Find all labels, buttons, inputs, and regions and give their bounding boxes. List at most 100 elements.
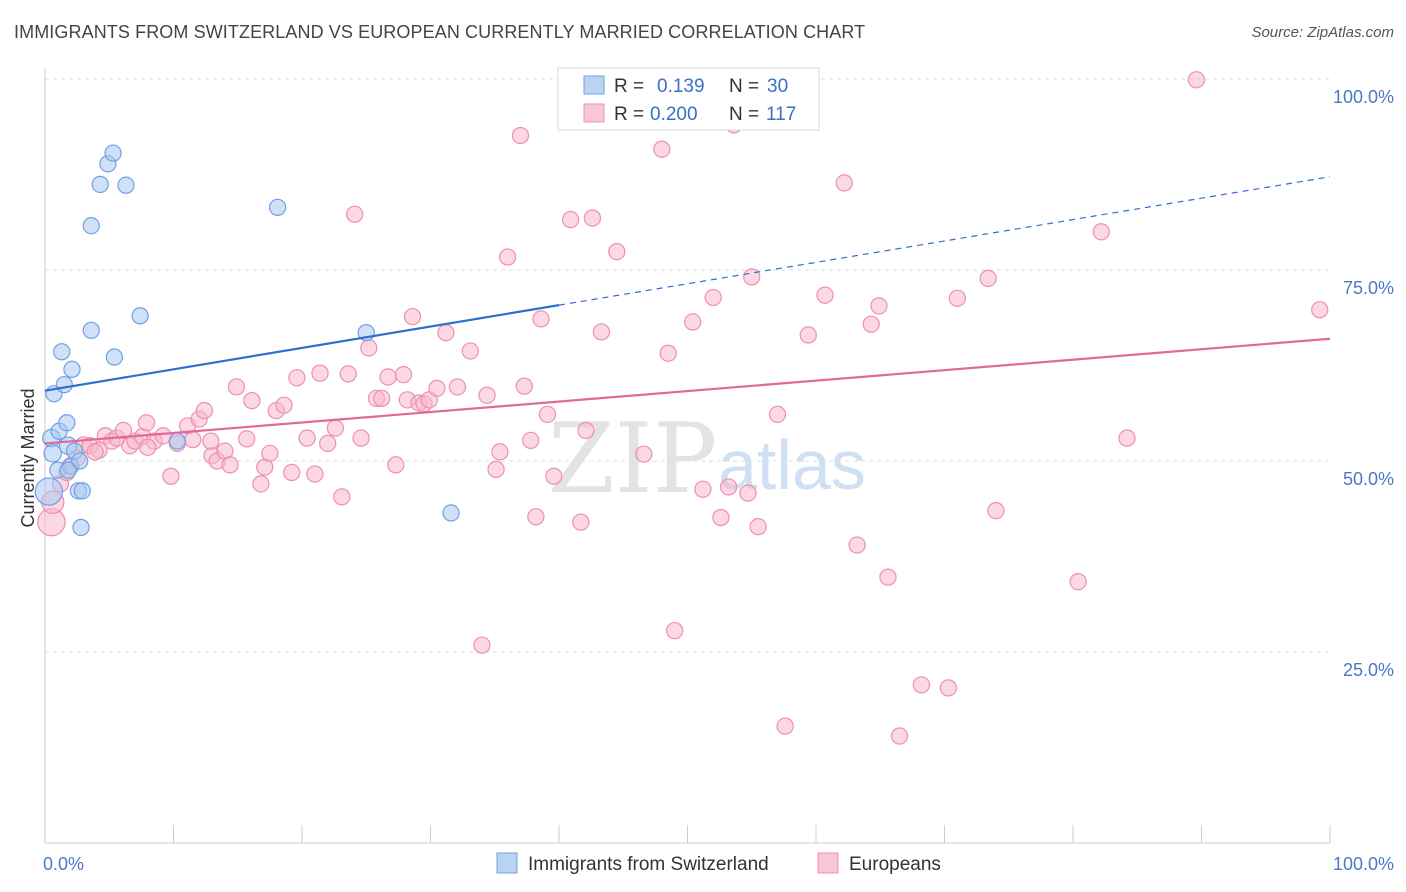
point-europeans-39 xyxy=(288,369,306,387)
bottom-legend-swatch-switzerland xyxy=(496,852,518,874)
point-europeans-83 xyxy=(653,140,671,158)
point-europeans-85 xyxy=(683,313,702,331)
point-europeans-80 xyxy=(592,323,611,341)
point-switzerland-19 xyxy=(82,321,100,340)
y-tick-label-3: 75.0% xyxy=(1343,278,1394,298)
point-europeans-104 xyxy=(912,676,931,694)
point-europeans-51 xyxy=(373,389,391,408)
point-europeans-70 xyxy=(515,377,533,395)
series-europeans-points xyxy=(37,71,1329,745)
point-europeans-79 xyxy=(583,209,602,227)
point-europeans-86 xyxy=(694,480,712,498)
point-europeans-113 xyxy=(1311,301,1329,319)
point-europeans-66 xyxy=(487,460,505,479)
point-europeans-53 xyxy=(387,456,405,474)
point-europeans-37 xyxy=(275,396,293,414)
point-europeans-20 xyxy=(162,467,180,485)
point-europeans-45 xyxy=(333,488,351,506)
point-europeans-38 xyxy=(283,463,301,482)
grid-lines xyxy=(45,78,1330,653)
chart-title: IMMIGRANTS FROM SWITZERLAND VS EUROPEAN … xyxy=(14,22,866,42)
point-europeans-41 xyxy=(306,465,324,483)
point-europeans-31 xyxy=(238,430,256,448)
point-europeans-62 xyxy=(448,378,467,396)
legend-n-value-2: 117 xyxy=(766,104,796,125)
point-europeans-99 xyxy=(848,536,866,554)
point-europeans-65 xyxy=(478,386,496,404)
legend-r-label-1: R = xyxy=(614,76,644,97)
point-europeans-101 xyxy=(870,297,888,315)
point-europeans-29 xyxy=(221,456,239,474)
point-switzerland-26 xyxy=(168,432,187,450)
y-tick-label-1: 25.0% xyxy=(1343,660,1394,680)
point-europeans-84 xyxy=(665,621,684,640)
point-europeans-30 xyxy=(227,378,246,396)
point-switzerland-24 xyxy=(117,176,135,194)
point-switzerland-20 xyxy=(91,175,109,194)
point-switzerland-25 xyxy=(131,307,149,325)
point-europeans-64 xyxy=(473,636,491,654)
series-switzerland-points xyxy=(34,144,460,537)
point-switzerland-15 xyxy=(71,452,89,470)
legend-r-value-1: 0.139 xyxy=(657,76,705,97)
bottom-legend-label-europeans: Europeans xyxy=(849,854,941,875)
legend-swatch-europeans xyxy=(583,103,605,123)
point-europeans-60 xyxy=(428,379,446,398)
point-switzerland-7 xyxy=(53,343,71,361)
legend-n-label-1: N = xyxy=(729,76,759,97)
point-europeans-46 xyxy=(339,365,357,383)
point-europeans-96 xyxy=(799,326,817,344)
point-europeans-49 xyxy=(360,339,378,357)
point-switzerland-27 xyxy=(268,198,287,217)
point-europeans-69 xyxy=(511,126,530,145)
point-europeans-89 xyxy=(719,478,738,496)
point-europeans-63 xyxy=(461,342,479,360)
point-europeans-92 xyxy=(743,268,761,286)
x-tick-label-2: 100.0% xyxy=(1333,854,1394,874)
point-europeans-82 xyxy=(635,445,653,463)
point-europeans-93 xyxy=(749,518,767,536)
y-tick-label-2: 50.0% xyxy=(1343,469,1394,489)
point-europeans-103 xyxy=(890,727,909,745)
point-europeans-44 xyxy=(326,419,345,437)
point-europeans-97 xyxy=(816,286,834,304)
point-europeans-91 xyxy=(739,484,757,502)
point-europeans-114 xyxy=(659,344,677,362)
point-europeans-117 xyxy=(139,438,157,456)
x-tick-labels: 0.0% 100.0% xyxy=(43,854,1394,874)
point-europeans-111 xyxy=(1118,429,1136,447)
point-europeans-72 xyxy=(527,508,545,526)
y-axis-label: Currently Married xyxy=(18,388,38,527)
legend-n-label-2: N = xyxy=(729,104,759,125)
point-europeans-42 xyxy=(311,364,329,382)
legend-r-value-2: 0.200 xyxy=(650,104,698,125)
point-europeans-75 xyxy=(545,467,563,485)
point-switzerland-1 xyxy=(34,477,64,506)
point-europeans-116 xyxy=(86,443,104,461)
point-europeans-87 xyxy=(704,288,722,307)
point-europeans-100 xyxy=(862,315,880,333)
point-switzerland-8 xyxy=(55,375,73,394)
y-tick-labels: 25.0% 50.0% 75.0% 100.0% xyxy=(1333,87,1394,680)
legend-n-value-1: 30 xyxy=(767,76,788,97)
point-europeans-102 xyxy=(879,568,897,586)
y-tick-label-4: 100.0% xyxy=(1333,87,1394,107)
point-europeans-94 xyxy=(768,405,787,424)
point-europeans-35 xyxy=(261,444,279,463)
point-switzerland-22 xyxy=(104,144,122,162)
point-europeans-23 xyxy=(184,430,202,449)
point-switzerland-23 xyxy=(105,348,124,366)
point-europeans-48 xyxy=(352,429,370,447)
point-europeans-108 xyxy=(987,502,1005,520)
point-switzerland-17 xyxy=(72,518,90,537)
x-tick-label-1: 0.0% xyxy=(43,854,84,874)
point-switzerland-18 xyxy=(82,217,100,235)
point-europeans-17 xyxy=(137,414,156,432)
bottom-legend-label-switzerland: Immigrants from Switzerland xyxy=(528,854,769,875)
point-europeans-77 xyxy=(572,513,590,531)
point-switzerland-12 xyxy=(63,360,81,378)
point-europeans-40 xyxy=(298,429,316,447)
point-switzerland-3 xyxy=(43,444,62,463)
point-switzerland-30 xyxy=(59,461,77,479)
